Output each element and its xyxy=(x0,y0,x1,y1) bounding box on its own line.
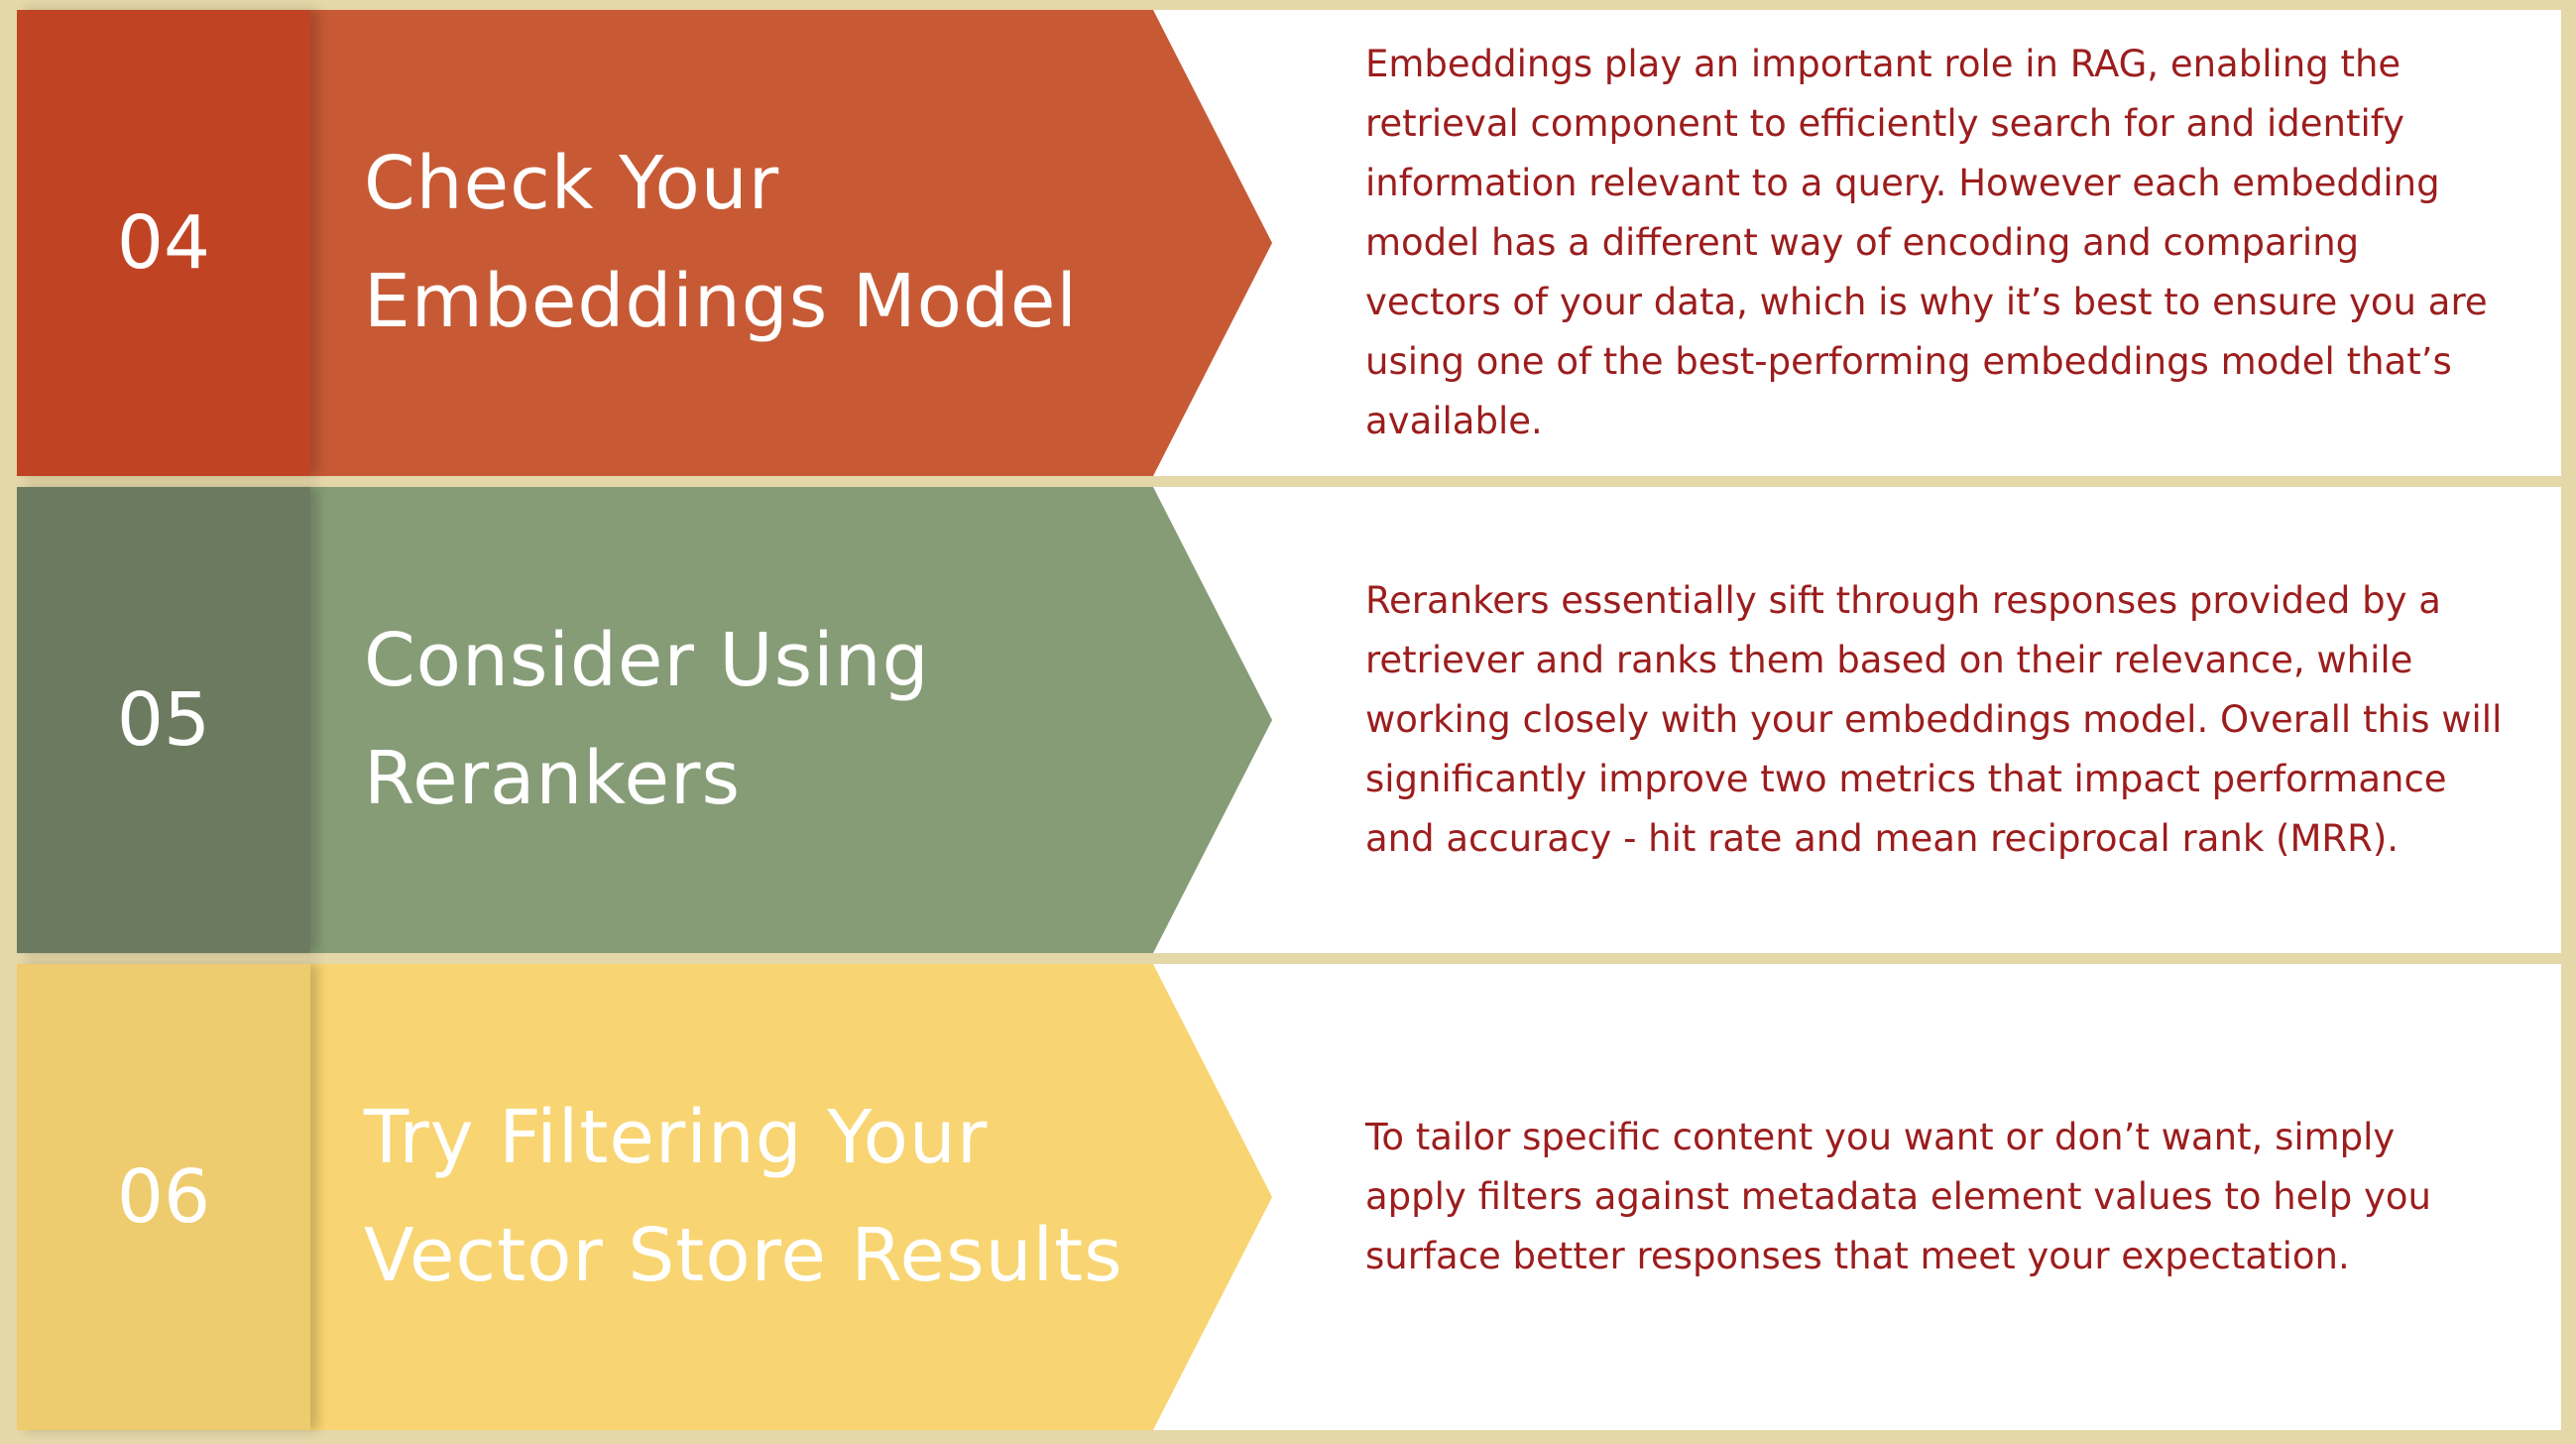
step-title-line-2: Vector Store Results xyxy=(364,1213,1123,1298)
step-number: 05 xyxy=(116,677,211,763)
step-title: Check Your Embeddings Model xyxy=(364,10,1177,476)
step-title: Consider Using Rerankers xyxy=(364,487,1177,953)
step-description: Rerankers essentially sift through respo… xyxy=(1365,487,2506,953)
step-title-line-1: Consider Using xyxy=(364,618,930,703)
step-number-block: 06 xyxy=(17,964,310,1430)
step-number-block: 05 xyxy=(17,487,310,953)
step-title-line-2: Embeddings Model xyxy=(364,259,1078,344)
step-number: 04 xyxy=(116,200,211,286)
step-title-line-1: Try Filtering Your xyxy=(364,1095,989,1180)
step-title-line-1: Check Your xyxy=(364,141,780,226)
step-row-06: 06 Try Filtering Your Vector Store Resul… xyxy=(17,964,2561,1430)
step-description: To tailor specific content you want or d… xyxy=(1365,964,2506,1430)
step-description-text: Rerankers essentially sift through respo… xyxy=(1365,579,2503,860)
step-title-line-2: Rerankers xyxy=(364,736,742,821)
step-row-05: 05 Consider Using Rerankers Rerankers es… xyxy=(17,487,2561,953)
step-number: 06 xyxy=(116,1154,211,1240)
step-description: Embeddings play an important role in RAG… xyxy=(1365,10,2506,476)
step-title: Try Filtering Your Vector Store Results xyxy=(364,964,1177,1430)
step-row-04: 04 Check Your Embeddings Model Embedding… xyxy=(17,10,2561,476)
step-description-text: To tailor specific content you want or d… xyxy=(1365,1116,2431,1277)
step-number-block: 04 xyxy=(17,10,310,476)
step-description-text: Embeddings play an important role in RAG… xyxy=(1365,43,2488,442)
